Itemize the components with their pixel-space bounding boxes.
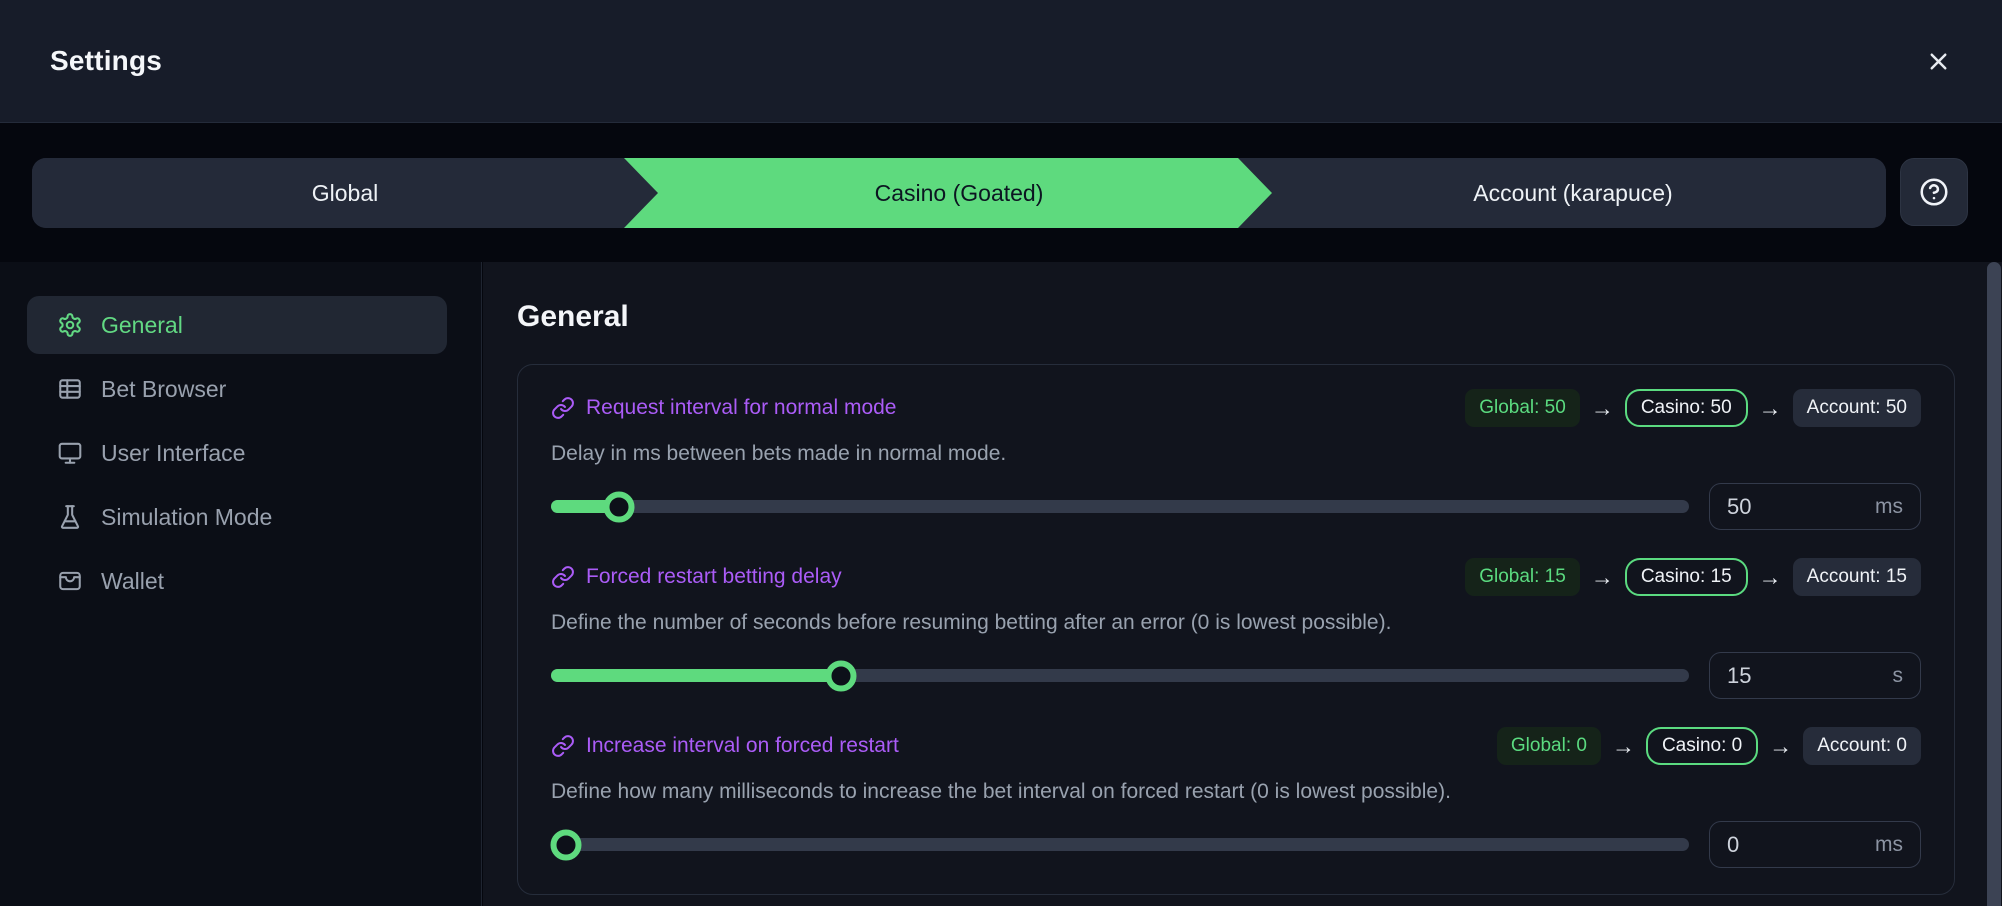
dialog-header: Settings xyxy=(0,0,2002,123)
scope-badges: Global: 0 → Casino: 0 → Account: 0 xyxy=(1496,727,1921,765)
tab-account-karapuce[interactable]: Account (karapuce) xyxy=(1238,158,1886,228)
account-value-badge[interactable]: Account: 0 xyxy=(1803,727,1921,765)
setting-slider[interactable] xyxy=(551,660,1689,691)
sidebar-item-label: Wallet xyxy=(101,567,165,594)
sidebar-item-simulation-mode[interactable]: Simulation Mode xyxy=(27,488,447,546)
slider-thumb[interactable] xyxy=(603,491,635,522)
section-heading: General xyxy=(517,300,629,333)
sidebar-item-user-interface[interactable]: User Interface xyxy=(27,424,447,482)
sidebar: General Bet Browser User Interface Simul… xyxy=(0,262,482,906)
setting-description: Delay in ms between bets made in normal … xyxy=(551,442,1007,465)
setting-slider[interactable] xyxy=(551,491,1689,522)
value-text: 15 xyxy=(1727,662,1752,688)
slider-thumb[interactable] xyxy=(825,660,857,691)
sidebar-item-wallet[interactable]: Wallet xyxy=(27,552,447,610)
flask-icon xyxy=(60,505,80,529)
link-icon xyxy=(552,397,574,419)
sidebar-item-label: Bet Browser xyxy=(101,375,227,402)
sidebar-item-bet-browser[interactable]: Bet Browser xyxy=(27,360,447,418)
setting-description: Define how many milliseconds to increase… xyxy=(551,780,1451,803)
wallet-icon xyxy=(59,571,81,591)
unit-label: s xyxy=(1892,663,1904,687)
global-value-badge[interactable]: Global: 15 xyxy=(1465,558,1580,596)
main-panel: General Request interval for normal mode… xyxy=(483,262,2002,906)
scope-tab-bar: Global Casino (Goated) Account (karapuce) xyxy=(32,158,1886,228)
global-value-badge[interactable]: Global: 0 xyxy=(1496,727,1601,765)
casino-value-badge[interactable]: Casino: 50 xyxy=(1624,389,1748,427)
value-text: 50 xyxy=(1727,493,1752,519)
link-icon xyxy=(552,735,574,757)
tab-global[interactable]: Global xyxy=(32,158,658,228)
setting-title-text: Request interval for normal mode xyxy=(586,396,897,419)
sidebar-item-label: User Interface xyxy=(101,439,246,466)
value-input[interactable]: 0 ms xyxy=(1709,821,1921,868)
help-button[interactable] xyxy=(1900,158,1968,226)
arrow-right-icon: → xyxy=(1590,394,1614,421)
sidebar-item-label: Simulation Mode xyxy=(101,503,273,530)
circle-question-icon xyxy=(1920,178,1948,206)
slider-thumb[interactable] xyxy=(550,829,582,860)
link-icon xyxy=(552,566,574,588)
slider-fill xyxy=(551,669,842,682)
arrow-right-icon: → xyxy=(1769,732,1793,759)
dialog-body: General Bet Browser User Interface Simul… xyxy=(0,262,2002,906)
dialog-title: Settings xyxy=(50,45,163,76)
sidebar-item-label: General xyxy=(101,311,183,338)
unit-label: ms xyxy=(1875,494,1903,518)
scope-badges: Global: 50 → Casino: 50 → Account: 50 xyxy=(1465,389,1921,427)
settings-card: Request interval for normal mode Global:… xyxy=(517,364,1955,895)
setting-row: Request interval for normal mode Global:… xyxy=(551,389,1921,530)
arrow-right-icon: → xyxy=(1611,732,1635,759)
setting-title: Increase interval on forced restart xyxy=(551,734,899,758)
scope-tab-strip: Global Casino (Goated) Account (karapuce) xyxy=(0,124,2002,262)
tab-label: Casino (Goated) xyxy=(874,179,1044,206)
x-icon xyxy=(1930,53,1946,69)
monitor-icon xyxy=(58,442,82,464)
gear-icon xyxy=(59,313,81,337)
global-value-badge[interactable]: Global: 50 xyxy=(1465,389,1580,427)
tab-label: Account (karapuce) xyxy=(1473,179,1673,206)
arrow-right-icon: → xyxy=(1758,563,1782,590)
setting-title-text: Forced restart betting delay xyxy=(586,565,842,588)
setting-row: Forced restart betting delay Global: 15 … xyxy=(551,558,1921,699)
value-text: 0 xyxy=(1727,831,1740,857)
value-input[interactable]: 15 s xyxy=(1709,652,1921,699)
setting-description: Define the number of seconds before resu… xyxy=(551,611,1392,634)
sidebar-item-general[interactable]: General xyxy=(27,296,447,354)
tab-casino-goated[interactable]: Casino (Goated) xyxy=(624,158,1272,228)
slider-track[interactable] xyxy=(551,491,1689,522)
setting-title: Forced restart betting delay xyxy=(551,565,842,589)
tab-label: Global xyxy=(311,179,379,206)
setting-slider[interactable] xyxy=(550,829,1689,860)
table-icon xyxy=(59,379,81,399)
account-value-badge[interactable]: Account: 15 xyxy=(1792,558,1921,596)
value-input[interactable]: 50 ms xyxy=(1709,483,1921,530)
arrow-right-icon: → xyxy=(1758,394,1782,421)
account-value-badge[interactable]: Account: 50 xyxy=(1792,389,1921,427)
casino-value-badge[interactable]: Casino: 0 xyxy=(1645,727,1759,765)
scope-badges: Global: 15 → Casino: 15 → Account: 15 xyxy=(1465,558,1921,596)
slider-track[interactable] xyxy=(550,829,1689,860)
unit-label: ms xyxy=(1875,832,1903,856)
vertical-scrollbar[interactable] xyxy=(1987,262,2001,906)
arrow-right-icon: → xyxy=(1590,563,1614,590)
casino-value-badge[interactable]: Casino: 15 xyxy=(1624,558,1748,596)
slider-track[interactable] xyxy=(551,660,1689,691)
setting-row: Increase interval on forced restart Glob… xyxy=(550,727,1921,868)
setting-title: Request interval for normal mode xyxy=(551,396,896,420)
setting-title-text: Increase interval on forced restart xyxy=(586,734,899,757)
slider-fill xyxy=(551,500,620,513)
close-button[interactable] xyxy=(1918,41,1958,81)
